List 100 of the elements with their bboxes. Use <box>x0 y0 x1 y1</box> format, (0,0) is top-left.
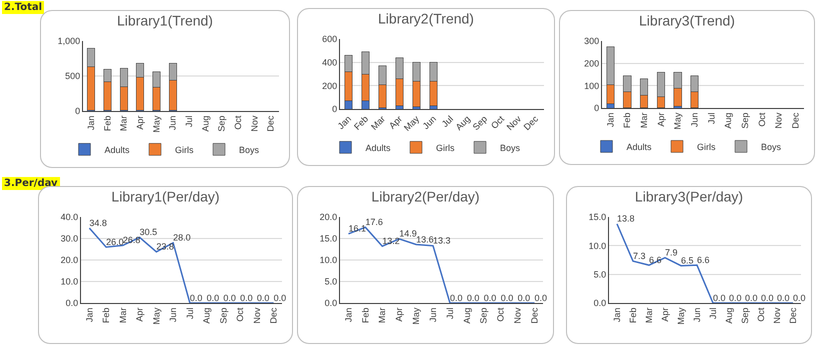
y-tick-label: 600 <box>322 34 338 44</box>
x-tick-label: Jun <box>168 308 178 322</box>
x-tick-label: Aug <box>462 308 472 324</box>
y-tick-label: 0.0 <box>324 298 338 308</box>
text: 3.Per/day <box>2 177 60 190</box>
x-tick-label: Jun <box>428 308 438 322</box>
x-tick-label: Jan <box>336 114 354 132</box>
x-tick-label: Feb <box>622 112 632 128</box>
data-label: 0.0 <box>190 292 202 303</box>
y-tick-label: 300 <box>584 36 600 46</box>
data-label: 0.0 <box>777 292 790 303</box>
x-tick-label: Nov <box>512 307 523 324</box>
data-label: 13.8 <box>617 214 635 224</box>
legend-label: Adults <box>104 144 130 155</box>
data-label: 0.0 <box>274 292 286 303</box>
x-tick-label: Jul <box>706 112 716 124</box>
x-tick-label: Dec <box>522 113 540 132</box>
x-tick-label: Aug <box>723 112 734 129</box>
x-tick-label: Apr <box>134 308 145 322</box>
x-tick-label: May <box>151 115 162 133</box>
x-tick-label: Sep <box>740 112 750 129</box>
y-tick-label: 10.0 <box>588 240 606 251</box>
x-tick-label: Feb <box>102 116 112 132</box>
x-tick-label: Dec <box>268 307 279 324</box>
chart-title: Library3(Trend) <box>639 12 735 28</box>
x-tick-label: Apr <box>656 112 666 127</box>
x-tick-label: Jul <box>444 308 455 320</box>
legend-label: Boys <box>500 142 521 153</box>
x-tick-label: Jan <box>605 112 616 128</box>
y-tick-label: 500 <box>65 71 80 82</box>
x-tick-label: Mar <box>644 308 654 324</box>
x-tick-label: Nov <box>249 115 260 132</box>
y-tick-label: 10.0 <box>320 255 338 266</box>
data-label: 0.0 <box>500 292 514 303</box>
legend-label: Boys <box>239 144 260 155</box>
data-label: 0.0 <box>713 292 726 303</box>
x-tick-label: Aug <box>202 308 212 324</box>
x-tick-label: Sep <box>216 116 227 132</box>
x-tick-label: Nov <box>772 307 782 324</box>
data-label: 26.0 <box>106 236 124 247</box>
y-tick-label: 0 <box>332 104 338 114</box>
x-tick-label: Sep <box>740 308 750 324</box>
x-tick-label: Aug <box>454 114 472 132</box>
y-tick-label: 100 <box>584 80 600 91</box>
data-label: 0.0 <box>466 292 480 303</box>
data-label: 0.0 <box>223 292 236 303</box>
x-tick-label: Feb <box>101 308 112 324</box>
legend-label: Boys <box>761 142 782 152</box>
x-tick-label: May <box>411 307 422 325</box>
x-tick-label: Mar <box>377 308 388 324</box>
x-tick-label: Jan <box>612 308 622 322</box>
y-tick-label: 15.0 <box>320 234 338 244</box>
chart-title: Library2(Per/day) <box>371 188 480 204</box>
x-tick-label: Jun <box>690 112 700 128</box>
data-label: 0.0 <box>729 292 742 303</box>
x-tick-label: Jul <box>440 114 456 130</box>
data-label: 0.0 <box>450 292 462 303</box>
data-label: 13.3 <box>433 236 451 246</box>
x-tick-label: Jul <box>184 308 195 320</box>
data-label: 17.6 <box>365 217 383 228</box>
x-tick-label: Dec <box>788 307 798 324</box>
y-tick-label: 5.0 <box>594 269 606 280</box>
chart-title: Library3(Per/day) <box>634 188 744 204</box>
data-label: 7.3 <box>633 250 646 261</box>
text: 2.Total <box>2 1 44 14</box>
y-tick-label: 0 <box>75 106 80 116</box>
x-tick-label: Oct <box>235 307 246 322</box>
x-tick-label: Mar <box>118 116 129 132</box>
x-tick-label: Oct <box>756 112 767 127</box>
legend-label: Adults <box>626 142 652 152</box>
x-tick-label: Jun <box>692 308 702 322</box>
x-tick-label: May <box>672 112 683 130</box>
x-tick-label: Mar <box>118 308 128 324</box>
x-tick-label: Feb <box>628 308 638 324</box>
y-tick-label: 20.0 <box>320 212 338 222</box>
x-tick-label: Feb <box>352 114 370 132</box>
data-label: 30.5 <box>140 227 158 238</box>
data-label: 0.0 <box>518 292 530 303</box>
data-label: 0.0 <box>745 292 758 303</box>
data-label: 34.8 <box>89 218 107 228</box>
x-tick-label: Oct <box>489 113 506 131</box>
data-label: 14.9 <box>399 228 417 239</box>
x-tick-label: Nov <box>252 307 262 324</box>
x-tick-label: Jan <box>343 308 354 322</box>
x-tick-label: Aug <box>200 116 210 132</box>
y-tick-label: 40.0 <box>60 212 78 222</box>
x-tick-label: Apr <box>660 308 670 322</box>
data-label: 0.0 <box>256 292 270 303</box>
x-tick-label: May <box>676 307 686 325</box>
x-tick-label: Apr <box>135 116 146 130</box>
y-tick-label: 0.0 <box>66 298 78 308</box>
x-tick-label: Oct <box>496 307 506 322</box>
y-tick-label: 30.0 <box>60 234 78 244</box>
data-label: 13.6 <box>416 234 434 244</box>
x-tick-label: Jul <box>184 116 194 128</box>
x-tick-label: Jan <box>84 308 94 322</box>
data-label: 28.0 <box>173 232 191 243</box>
x-tick-label: Jun <box>168 116 178 130</box>
y-tick-label: 1,000 <box>58 36 80 46</box>
y-tick-label: 10.0 <box>60 276 78 287</box>
